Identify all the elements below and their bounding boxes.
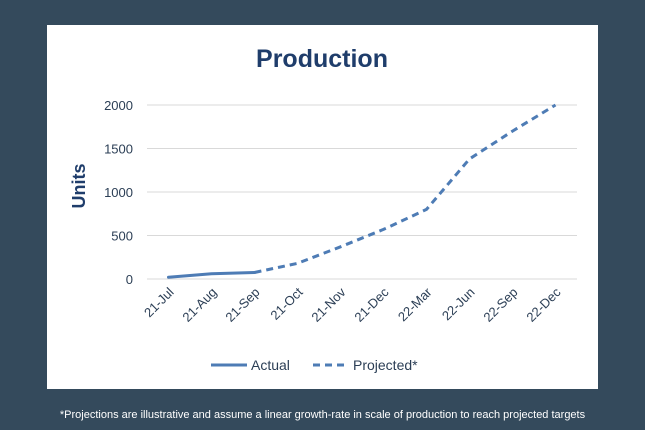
x-tick-label: 21-Nov: [308, 284, 349, 325]
x-tick-label: 22-Sep: [480, 285, 520, 325]
y-tick-labels: 0 500 1000 1500 2000: [104, 98, 133, 287]
x-tick-label: 22-Jun: [439, 285, 478, 324]
gridlines: [147, 104, 577, 280]
x-tick-label: 21-Aug: [179, 285, 219, 325]
x-tick-label: 22-Dec: [523, 284, 564, 325]
x-tick-label: 22-Mar: [395, 284, 435, 324]
legend-label: Actual: [251, 357, 290, 373]
x-tick-labels: 21-Jul 21-Aug 21-Sep 21-Oct 21-Nov 21-Dec 22-M…: [141, 284, 564, 325]
x-tick-label: 21-Dec: [351, 284, 392, 325]
chart-title: Production: [256, 45, 388, 73]
legend: Actual Projected*: [211, 357, 418, 373]
y-tick-label: 0: [126, 272, 133, 287]
x-tick-label: 21-Oct: [267, 284, 305, 322]
footnote: *Projections are illustrative and assume…: [59, 409, 586, 421]
y-tick-label: 1500: [104, 142, 133, 157]
series-line-actual: [167, 270, 256, 279]
series-lines: [167, 103, 557, 279]
legend-label: Projected*: [353, 357, 418, 373]
series-line-projected: [254, 103, 557, 274]
y-tick-label: 1000: [104, 185, 133, 200]
y-tick-label: 500: [111, 229, 133, 244]
chart-card: Production Units 0 500 1000 1500 2000 21-Jul…: [47, 25, 598, 389]
x-tick-label: 21-Sep: [222, 285, 262, 325]
y-tick-label: 2000: [104, 98, 133, 113]
x-tick-label: 21-Jul: [141, 284, 177, 320]
production-chart: Production Units 0 500 1000 1500 2000 21-Jul…: [69, 45, 577, 373]
y-axis-label: Units: [69, 164, 89, 209]
